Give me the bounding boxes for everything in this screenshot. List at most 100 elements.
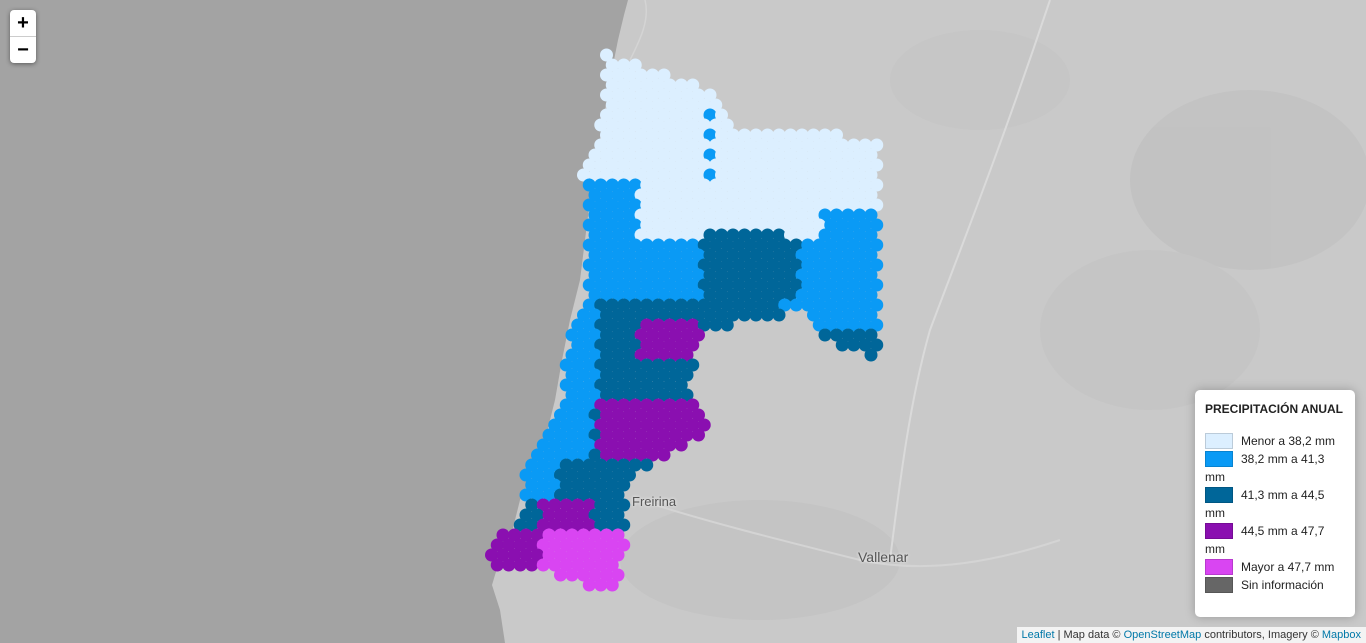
precip-cell[interactable]	[674, 178, 688, 192]
precip-cell[interactable]	[617, 78, 631, 92]
precip-cell[interactable]	[600, 68, 613, 82]
precip-cell[interactable]	[870, 318, 884, 332]
precip-cell[interactable]	[536, 478, 550, 492]
precip-cell[interactable]	[559, 378, 573, 392]
precip-cell[interactable]	[617, 498, 631, 512]
precip-cell[interactable]	[600, 108, 613, 122]
precip-cell[interactable]	[778, 138, 792, 152]
precip-cell[interactable]	[623, 248, 636, 262]
precip-cell[interactable]	[536, 538, 550, 552]
precip-cell[interactable]	[634, 328, 648, 342]
precip-cell[interactable]	[594, 558, 608, 572]
precip-cell[interactable]	[646, 288, 659, 302]
precip-cell[interactable]	[617, 538, 631, 552]
precip-cell[interactable]	[617, 258, 631, 272]
precip-cell[interactable]	[634, 388, 648, 402]
precip-cell[interactable]	[824, 278, 838, 292]
precip-cell[interactable]	[571, 458, 585, 472]
precip-cell[interactable]	[726, 248, 740, 262]
precip-cell[interactable]	[709, 158, 723, 172]
precip-cell[interactable]	[697, 178, 711, 192]
precip-cell[interactable]	[577, 428, 590, 442]
precip-cell[interactable]	[709, 298, 723, 312]
precip-cell[interactable]	[663, 158, 677, 172]
precip-cell[interactable]	[496, 528, 510, 542]
precip-cell[interactable]	[594, 278, 608, 292]
precip-cell[interactable]	[559, 458, 573, 472]
precip-cell[interactable]	[674, 338, 688, 352]
precip-cell[interactable]	[628, 418, 642, 432]
precip-cell[interactable]	[640, 438, 654, 452]
precip-cell[interactable]	[496, 548, 510, 562]
precip-cell[interactable]	[680, 188, 694, 202]
precip-cell[interactable]	[657, 68, 671, 82]
precip-cell[interactable]	[818, 288, 832, 302]
precip-cell[interactable]	[617, 238, 631, 252]
precip-cell[interactable]	[772, 288, 786, 302]
precip-cell[interactable]	[830, 148, 843, 162]
precip-cell[interactable]	[692, 308, 705, 322]
precip-cell[interactable]	[766, 258, 780, 272]
precip-cell[interactable]	[818, 148, 832, 162]
precip-cell[interactable]	[640, 278, 654, 292]
precip-cell[interactable]	[709, 218, 723, 232]
precip-cell[interactable]	[663, 98, 677, 112]
precip-cell[interactable]	[703, 208, 717, 222]
precip-cell[interactable]	[720, 258, 734, 272]
precip-cell[interactable]	[853, 288, 866, 302]
precip-cell[interactable]	[680, 228, 694, 242]
precip-cell[interactable]	[617, 458, 631, 472]
precip-cell[interactable]	[841, 148, 855, 162]
precip-cell[interactable]	[565, 388, 579, 402]
precip-cell[interactable]	[749, 248, 763, 262]
precip-cell[interactable]	[709, 178, 723, 192]
precip-cell[interactable]	[565, 468, 579, 482]
precip-cell[interactable]	[680, 108, 694, 122]
precip-cell[interactable]	[640, 318, 654, 332]
precip-cell[interactable]	[554, 428, 567, 442]
precip-cell[interactable]	[870, 338, 884, 352]
precip-cell[interactable]	[582, 198, 596, 212]
precip-cell[interactable]	[674, 238, 688, 252]
precip-cell[interactable]	[818, 308, 832, 322]
precip-cell[interactable]	[743, 178, 757, 192]
precip-cell[interactable]	[651, 318, 665, 332]
precip-cell[interactable]	[761, 128, 774, 142]
precip-cell[interactable]	[634, 208, 648, 222]
precip-cell[interactable]	[686, 158, 700, 172]
precip-cell[interactable]	[853, 208, 866, 222]
precip-cell[interactable]	[605, 518, 619, 532]
precip-cell[interactable]	[692, 268, 705, 282]
precip-cell[interactable]	[686, 98, 700, 112]
precip-cell[interactable]	[611, 288, 625, 302]
precip-cell[interactable]	[571, 538, 585, 552]
precip-cell[interactable]	[864, 248, 878, 262]
precip-cell[interactable]	[536, 558, 550, 572]
precip-cell[interactable]	[853, 248, 866, 262]
precip-cell[interactable]	[680, 368, 694, 382]
precip-cell[interactable]	[692, 428, 705, 442]
precip-cell[interactable]	[548, 418, 562, 432]
precip-cell[interactable]	[594, 318, 608, 332]
precip-cell[interactable]	[611, 528, 625, 542]
precip-cell[interactable]	[680, 408, 694, 422]
precip-cell[interactable]	[600, 568, 613, 582]
precip-cell[interactable]	[669, 388, 682, 402]
precip-cell[interactable]	[594, 458, 608, 472]
precip-cell[interactable]	[611, 148, 625, 162]
precip-cell[interactable]	[611, 448, 625, 462]
precip-cell[interactable]	[686, 78, 700, 92]
precip-cell[interactable]	[600, 348, 613, 362]
precip-cell[interactable]	[864, 328, 878, 342]
precip-cell[interactable]	[674, 378, 688, 392]
precip-cell[interactable]	[726, 148, 740, 162]
precip-cell[interactable]	[657, 408, 671, 422]
precip-cell[interactable]	[784, 288, 797, 302]
precip-cell[interactable]	[611, 68, 625, 82]
precip-cell[interactable]	[640, 358, 654, 372]
precip-cell[interactable]	[663, 438, 677, 452]
precip-cell[interactable]	[634, 408, 648, 422]
precip-cell[interactable]	[692, 188, 705, 202]
precip-cell[interactable]	[600, 228, 613, 242]
